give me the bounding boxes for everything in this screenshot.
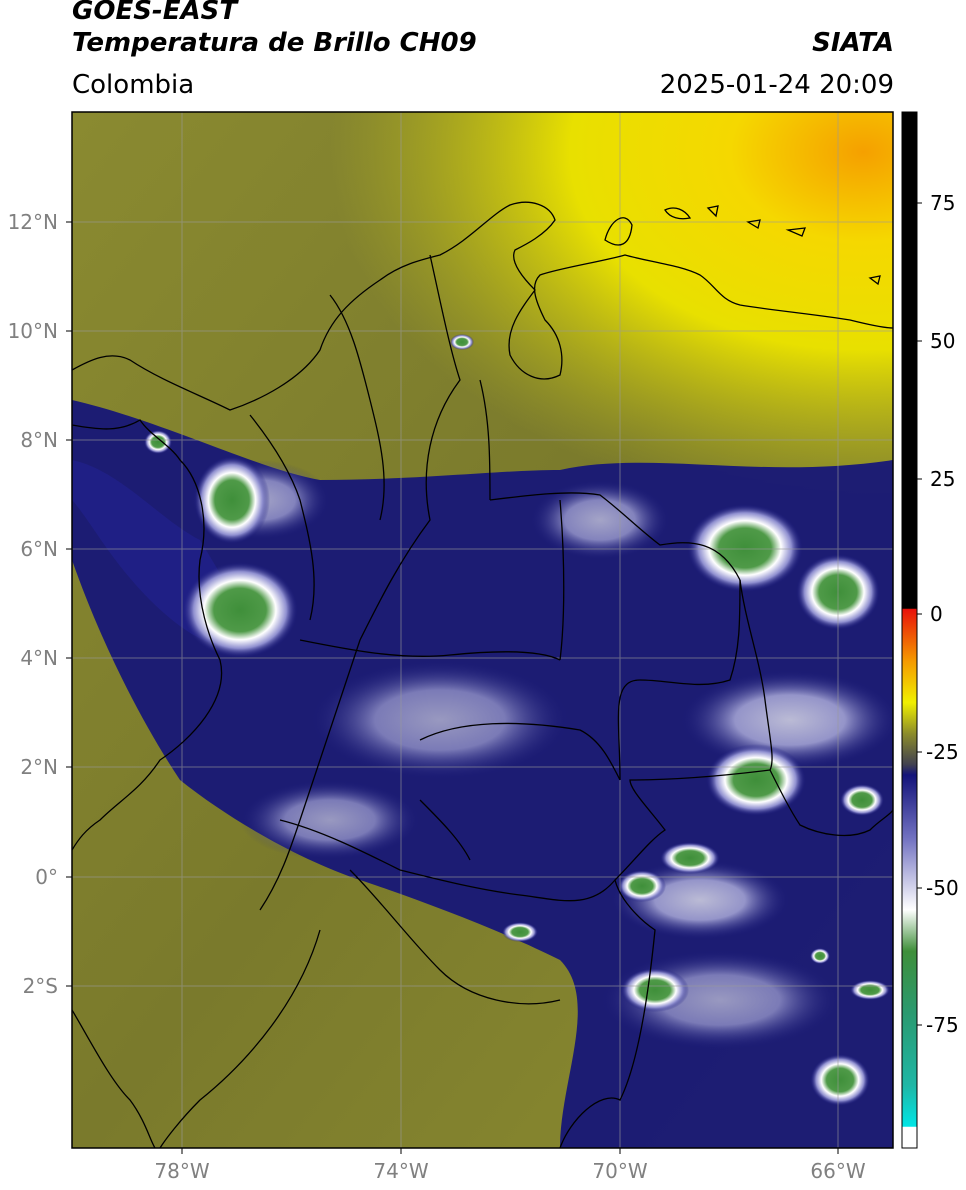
map-frame — [71, 111, 894, 1149]
lat-tick-label: 2°N — [20, 755, 58, 779]
lon-tick-label: 70°W — [592, 1159, 647, 1183]
colorbar-tick-label: -75 — [926, 1013, 959, 1037]
colorbar-tick-label: 0 — [930, 602, 943, 626]
lon-tick-label: 74°W — [373, 1159, 428, 1183]
colorbar-tick-label: 50 — [930, 329, 955, 353]
lat-tick-label: 10°N — [8, 319, 58, 343]
coastlines-borders — [72, 201, 893, 1148]
satellite-title: GOES-EAST — [72, 0, 238, 26]
lat-tick-label: 6°N — [20, 537, 58, 561]
timestamp-label: 2025-01-24 20:09 — [659, 70, 894, 100]
colorbar-tick-label: -50 — [926, 876, 959, 900]
product-title: Temperatura de Brillo CH09 — [72, 28, 477, 58]
brand-label: SIATA — [812, 28, 894, 58]
lat-tick-label: 4°N — [20, 646, 58, 670]
colorbar-tick-label: 75 — [930, 191, 955, 215]
graticule — [72, 112, 893, 1148]
lat-tick-label: 2°S — [23, 974, 58, 998]
lat-tick-label: 0° — [35, 865, 58, 889]
colorbar-tick-label: -25 — [926, 740, 959, 764]
lon-tick-label: 78°W — [154, 1159, 209, 1183]
lon-tick-label: 66°W — [810, 1159, 865, 1183]
region-label: Colombia — [72, 70, 195, 100]
satellite-image — [72, 112, 893, 1148]
lat-tick-label: 8°N — [20, 428, 58, 452]
colorbar-tick-label: 25 — [930, 467, 955, 491]
colorbar: 75 50 25 0 -25 -50 -75 — [901, 111, 959, 1149]
lat-tick-label: 12°N — [8, 210, 58, 234]
